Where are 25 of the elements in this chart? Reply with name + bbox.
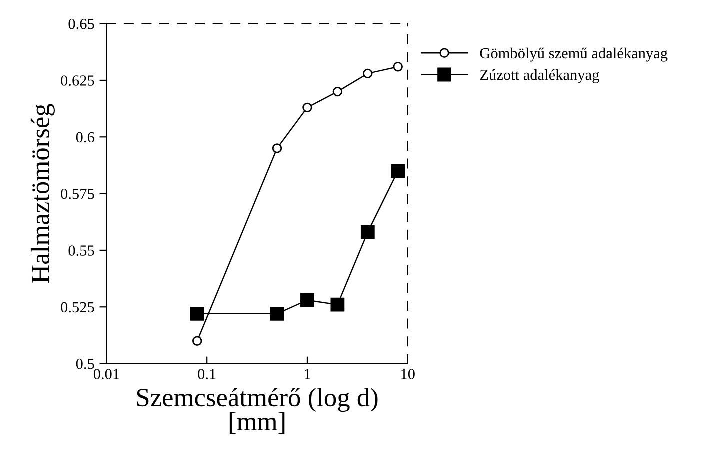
y-tick-label: 0.6 [76, 132, 94, 143]
y-axis-title: Halmaztömörség [30, 104, 55, 284]
point [332, 86, 343, 97]
point [393, 62, 403, 72]
x-tick-label: 0.01 [94, 369, 120, 380]
point [360, 225, 375, 240]
point [363, 68, 373, 79]
point [302, 102, 312, 113]
y-tick-label: 0.55 [68, 246, 94, 256]
legend-label: Zúzott adalékanyag [480, 69, 600, 84]
x-tick-label: 0.1 [198, 369, 216, 380]
x-tick-label: 10 [402, 369, 415, 380]
y-tick-label: 0.65 [68, 18, 94, 30]
point [391, 164, 406, 178]
y-tick-label: 0.5 [76, 358, 94, 370]
y-tick-label: 0.575 [61, 188, 94, 200]
point [300, 293, 314, 308]
point [272, 144, 282, 154]
x-axis-title: Szemcseátmérő (log d) [mm] [137, 388, 378, 434]
y-tick-label: 0.625 [61, 76, 94, 86]
x-tick-label: 1 [305, 369, 310, 380]
point [330, 298, 345, 312]
y-tick-label: 0.525 [61, 302, 94, 313]
legend-label: Gömbölyű szemű adalékanyag [480, 48, 668, 62]
point [270, 306, 284, 321]
